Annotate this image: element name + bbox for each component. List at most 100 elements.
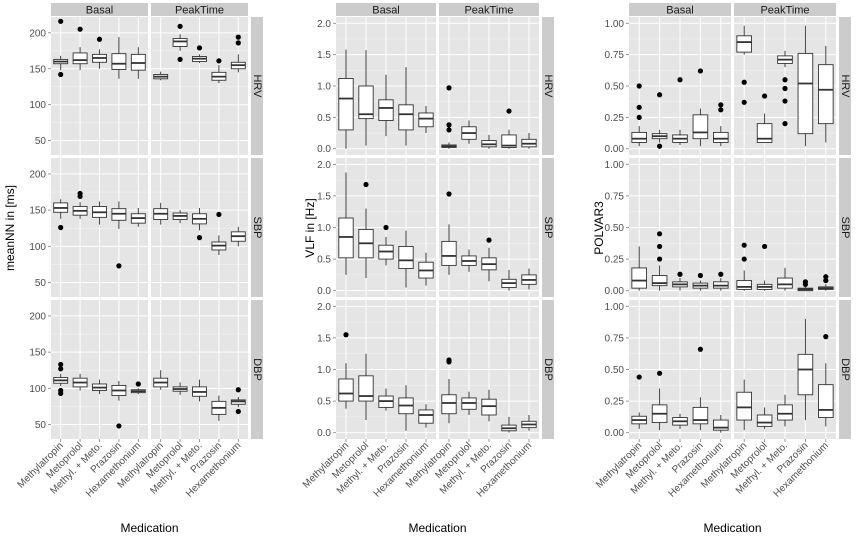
box-hexamethonium [130, 207, 146, 227]
outlier-point [657, 231, 663, 237]
panel-sbp-peaktime [151, 158, 248, 297]
strip-label-hrv: HRV [542, 74, 554, 98]
box-methylatropin [338, 332, 354, 409]
y-tick-label: 50 [35, 136, 47, 147]
outlier-point [677, 77, 683, 83]
box-methylatropin [631, 246, 647, 291]
outlier-point [782, 77, 788, 83]
outlier-point [58, 390, 64, 396]
box-hexamethonium [818, 274, 834, 291]
box-iqr [736, 391, 752, 421]
box-hexamethonium [418, 252, 434, 286]
outlier-point [718, 102, 724, 108]
box-methyl-meto [777, 394, 793, 427]
box-methyl-meto [378, 224, 394, 266]
outlier-point [446, 122, 452, 128]
box-hexamethonium [130, 381, 146, 395]
panel-sbp-basal [51, 158, 148, 297]
y-tick-label: 0.50 [605, 223, 625, 234]
y-tick-label: 50 [35, 278, 47, 289]
outlier-point [116, 263, 122, 269]
strip-basal [51, 3, 148, 16]
box-methyl-meto [481, 237, 497, 282]
box-methylatropin [441, 85, 457, 149]
outlier-point [216, 211, 222, 218]
box-iqr [338, 378, 354, 402]
outlier-point [58, 18, 64, 24]
y-tick-label: 0.00 [605, 144, 625, 155]
box-iqr [692, 406, 709, 425]
box-iqr [797, 353, 814, 396]
outlier-point [741, 242, 747, 248]
strip-label-basal: Basal [372, 5, 400, 17]
box-iqr [756, 123, 773, 143]
box-methyl-meto [481, 134, 497, 149]
y-tick-label: 0.25 [605, 113, 625, 124]
outlier-point [383, 224, 389, 231]
y-axis-title-vlf-in-hz: VLF in [Hz] [303, 198, 317, 257]
box-iqr [358, 85, 374, 120]
panel-sbp-peaktime [734, 158, 836, 297]
box-iqr [818, 384, 834, 418]
box-iqr [631, 131, 647, 143]
box-iqr [651, 275, 668, 287]
outlier-point [782, 98, 788, 104]
box-metoprolol [72, 26, 88, 71]
outlier-point [823, 274, 829, 280]
y-tick-label: 150 [29, 206, 46, 217]
box-prazosin [398, 385, 414, 431]
box-methylatropin [441, 191, 457, 275]
strip-dbp [839, 300, 851, 439]
box-hexamethonium [521, 414, 537, 431]
box-methyl-meto [672, 271, 688, 291]
box-methylatropin [53, 199, 69, 231]
strip-dbp [251, 300, 263, 439]
facet-plot-vlf-in-hz: Basal PeakTime HRV 0.0 0.5 1.0 1.5 2.0 SBP 0.0 0.5… [301, 3, 554, 535]
box-methylatropin [441, 357, 457, 424]
box-metoprolol [461, 391, 477, 415]
outlier-point [718, 107, 724, 113]
strip-dbp [542, 300, 554, 439]
outlier-point [486, 237, 492, 243]
panel-sbp-basal [629, 158, 731, 297]
box-methyl-meto [92, 201, 107, 225]
outlier-point [446, 127, 452, 133]
y-axis-title-polvar3: POLVAR3 [592, 201, 606, 255]
box-methylatropin [53, 18, 69, 78]
outlier-point [697, 68, 704, 74]
y-tick-label: 1.00 [605, 302, 625, 313]
strip-label-basal: Basal [666, 5, 694, 17]
box-methylatropin [736, 242, 752, 291]
box-methyl-meto [378, 74, 394, 137]
y-tick-label: 2.0 [317, 302, 331, 313]
box-iqr [358, 375, 374, 402]
box-prazosin [501, 108, 517, 149]
outlier-point [177, 23, 183, 29]
facet-plot-meannn-in-ms: Basal PeakTime HRV 50 100 150 200 SBP 50 100 150 20… [3, 3, 263, 535]
box-iqr [777, 404, 793, 421]
strip-label-peaktime: PeakTime [760, 5, 809, 17]
strip-basal [629, 3, 731, 16]
outlier-point [77, 193, 83, 199]
panel-sbp-basal [336, 158, 436, 297]
box-metoprolol [461, 120, 477, 144]
box-metoprolol [756, 407, 773, 429]
outlier-point [363, 181, 369, 188]
box-iqr [111, 53, 127, 70]
box-metoprolol [461, 249, 477, 272]
y-tick-label: 0.75 [605, 50, 625, 61]
box-prazosin [797, 279, 814, 292]
y-tick-label: 0.50 [605, 82, 625, 93]
box-iqr [713, 131, 729, 143]
outlier-point [782, 121, 788, 127]
y-tick-label: 0.25 [605, 397, 625, 408]
y-tick-label: 200 [29, 311, 46, 322]
box-hexamethonium [418, 106, 434, 134]
outlier-point [802, 281, 809, 287]
box-iqr [797, 52, 814, 135]
strip-label-dbp: DBP [542, 358, 554, 381]
outlier-point [58, 71, 64, 78]
strip-hrv [251, 17, 263, 155]
outlier-point [196, 45, 203, 51]
